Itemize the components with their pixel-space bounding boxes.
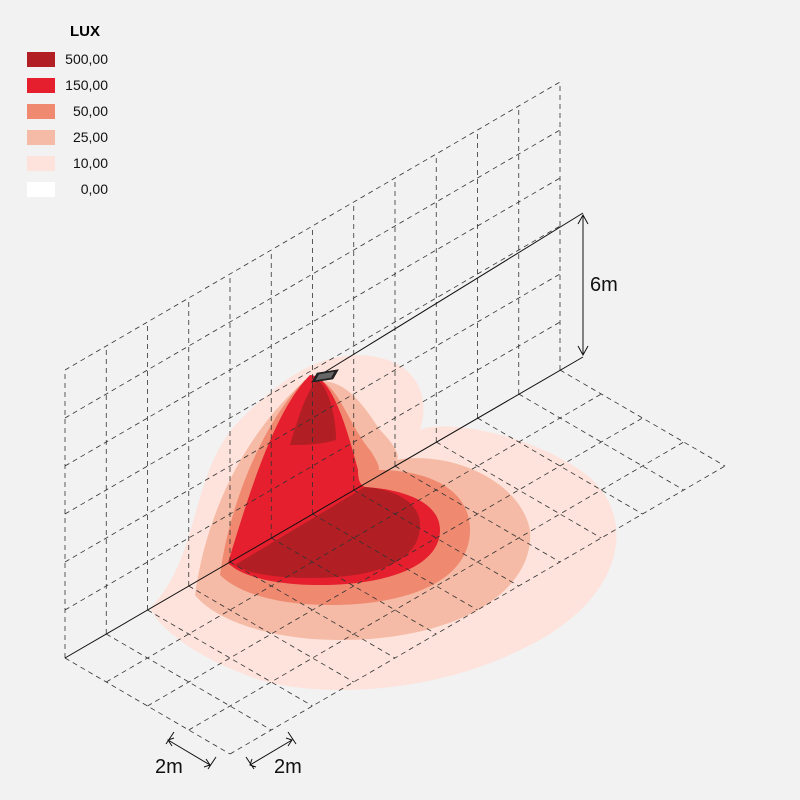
- legend-label: 500,00: [65, 51, 108, 67]
- floor-grid-line: [518, 393, 684, 491]
- floor-grid-line: [436, 441, 602, 539]
- wall-grid-line: [64, 225, 561, 515]
- floor-grid-line: [106, 393, 602, 683]
- legend-label: 10,00: [73, 155, 108, 171]
- floor-grid-line: [559, 369, 726, 467]
- legend-swatch: [27, 156, 55, 171]
- legend-swatch: [27, 182, 55, 197]
- wall-grid-line: [64, 321, 561, 611]
- width-dimension: [245, 731, 297, 770]
- contour-500: [235, 487, 420, 578]
- floor-grid-line: [394, 465, 561, 563]
- floor-grid-line: [147, 417, 643, 707]
- legend-swatch: [27, 104, 55, 119]
- floor-grid-line: [353, 489, 519, 587]
- height-arrows: [577, 213, 589, 357]
- wall-grid-line: [64, 273, 561, 563]
- grid: [64, 81, 726, 755]
- floor-grid-line: [64, 657, 231, 755]
- legend-label: 25,00: [73, 129, 108, 145]
- legend-label: 150,00: [65, 77, 108, 93]
- legend-swatch: [27, 78, 55, 93]
- legend-label: 0,00: [81, 181, 108, 197]
- luminaire: [311, 369, 339, 383]
- floor-grid-line: [188, 441, 684, 731]
- height-label: 6m: [590, 274, 618, 296]
- floor-grid-line: [229, 561, 396, 659]
- legend-swatch: [27, 130, 55, 145]
- mount-height-line: [324, 212, 584, 373]
- floor-grid-line: [271, 537, 437, 635]
- lux-contours: [150, 355, 617, 690]
- depth-label: 2m: [155, 756, 183, 778]
- wall-grid-line: [64, 177, 561, 467]
- wall-base-line: [64, 356, 584, 659]
- floor-grid-line: [106, 633, 272, 731]
- depth-dimension: [165, 731, 217, 770]
- wall-grid-line: [64, 129, 561, 419]
- contour-500-wall: [290, 380, 336, 445]
- floor-grid-line: [188, 585, 354, 683]
- floor-grid-line: [147, 609, 313, 707]
- width-label: 2m: [274, 756, 302, 778]
- legend-swatch: [27, 52, 55, 67]
- legend-title: LUX: [70, 23, 100, 40]
- floor-grid-line: [477, 417, 643, 515]
- legend-label: 50,00: [73, 103, 108, 119]
- floor-grid-line: [312, 513, 478, 611]
- wall-grid-line: [64, 81, 561, 371]
- legend: LUX 500,00 150,00 50,00 25,00 10,00 0,00: [27, 23, 108, 197]
- floor-grid-line: [229, 465, 726, 755]
